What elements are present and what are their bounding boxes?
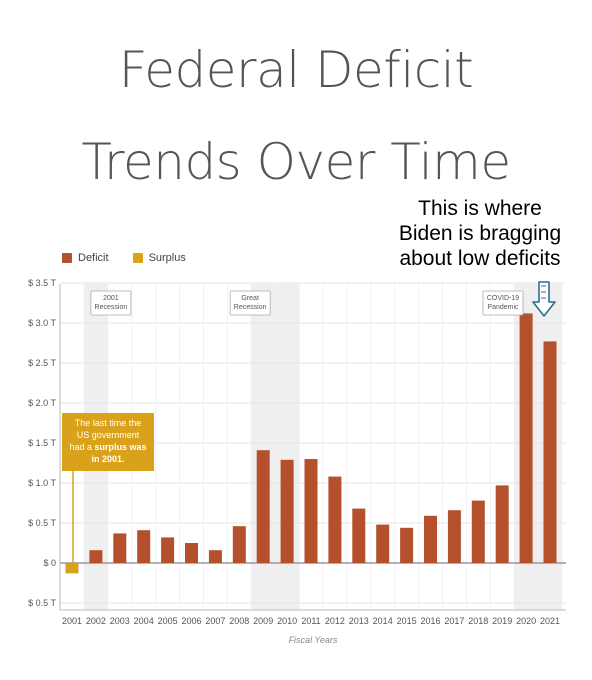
period-label-text: Pandemic bbox=[487, 304, 519, 311]
deficit-bar bbox=[113, 533, 127, 563]
period-label-box bbox=[90, 290, 132, 316]
legend-item-surplus[interactable]: Surplus bbox=[132, 252, 186, 264]
x-tick-label: 2004 bbox=[134, 616, 154, 626]
x-tick-label: 2016 bbox=[420, 616, 440, 626]
deficit-bar bbox=[208, 550, 222, 563]
x-tick-label: 2012 bbox=[325, 616, 345, 626]
deficit-bar bbox=[376, 524, 390, 563]
legend-label-surplus: Surplus bbox=[148, 252, 186, 264]
y-tick-label: $ 3.5 T bbox=[28, 278, 56, 288]
surplus-bar bbox=[65, 563, 79, 574]
period-label-box bbox=[229, 290, 271, 316]
x-tick-label: 2009 bbox=[253, 616, 273, 626]
x-tick-label: 2003 bbox=[110, 616, 130, 626]
chart-title-line-1: Federal Deficit bbox=[118, 41, 474, 99]
x-axis-label: Fiscal Years bbox=[289, 635, 338, 645]
chart-legend: Deficit Surplus bbox=[62, 252, 202, 264]
x-tick-label: 2015 bbox=[397, 616, 417, 626]
surplus-note-line-3-bold: surplus was bbox=[94, 442, 147, 452]
surplus-note-line-3: had a surplus was bbox=[64, 441, 152, 453]
deficit-bar bbox=[280, 459, 294, 563]
annotation-line-3: about low deficits bbox=[399, 247, 561, 270]
legend-swatch-surplus bbox=[132, 253, 143, 263]
deficit-bar bbox=[519, 313, 533, 563]
y-tick-label: $ 2.5 T bbox=[28, 358, 56, 368]
deficit-bar bbox=[328, 476, 342, 563]
y-tick-label: $ 0 bbox=[43, 558, 56, 568]
x-tick-label: 2018 bbox=[468, 616, 488, 626]
y-tick-label: $ 1.5 T bbox=[28, 438, 56, 448]
x-tick-label: 2005 bbox=[158, 616, 178, 626]
period-label-box bbox=[482, 290, 524, 316]
legend-swatch-deficit bbox=[62, 253, 72, 263]
chart-title-line-2: Trends Over Time bbox=[81, 133, 511, 191]
surplus-note-line-4: in 2001. bbox=[64, 453, 152, 465]
deficit-bar bbox=[447, 510, 461, 563]
y-tick-label: $ 0.5 T bbox=[28, 598, 56, 608]
period-label-text: Recession bbox=[234, 304, 267, 311]
x-tick-label: 2007 bbox=[205, 616, 225, 626]
x-tick-label: 2011 bbox=[301, 616, 320, 626]
deficit-bar bbox=[185, 543, 198, 563]
deficit-bar bbox=[137, 530, 151, 563]
period-label-text: COVID-19 bbox=[487, 295, 519, 302]
deficit-bar bbox=[543, 341, 557, 563]
y-tick-label: $ 1.0 T bbox=[28, 478, 56, 488]
x-tick-label: 2017 bbox=[444, 616, 464, 626]
surplus-note-line-4-bold: in 2001. bbox=[91, 454, 125, 464]
surplus-note-line-2: US government bbox=[76, 430, 140, 440]
y-tick-label: $ 2.0 T bbox=[28, 398, 56, 408]
x-tick-label: 2013 bbox=[349, 616, 369, 626]
deficit-bar bbox=[495, 485, 509, 563]
surplus-note-line-1: The last time the bbox=[74, 418, 142, 428]
deficit-bar bbox=[400, 527, 414, 563]
legend-label-deficit: Deficit bbox=[78, 252, 109, 264]
y-tick-label: $ 0.5 T bbox=[28, 518, 56, 528]
y-tick-label: $ 3.0 T bbox=[28, 318, 56, 328]
deficit-bar bbox=[161, 537, 175, 563]
x-tick-label: 2001 bbox=[62, 616, 82, 626]
x-tick-label: 2008 bbox=[229, 616, 249, 626]
x-tick-label: 2006 bbox=[181, 616, 201, 626]
x-tick-label: 2010 bbox=[277, 616, 297, 626]
deficit-bar bbox=[471, 500, 485, 563]
deficit-bar bbox=[232, 526, 246, 563]
annotation-text: This is where Biden is bragging about lo… bbox=[380, 196, 580, 271]
surplus-note-line-3-pre: had a bbox=[69, 442, 95, 452]
deficit-bar bbox=[304, 459, 318, 563]
deficit-bar bbox=[89, 550, 103, 563]
deficit-bar bbox=[424, 515, 437, 563]
annotation-line-1: This is where bbox=[418, 197, 542, 220]
x-tick-label: 2019 bbox=[492, 616, 512, 626]
x-tick-label: 2020 bbox=[516, 616, 536, 626]
deficit-bar bbox=[256, 450, 270, 563]
period-label-text: 2001 bbox=[103, 295, 119, 302]
x-tick-label: 2021 bbox=[540, 616, 560, 626]
legend-item-deficit[interactable]: Deficit bbox=[62, 252, 109, 264]
annotation-arrow-icon bbox=[532, 281, 556, 317]
deficit-bar bbox=[352, 508, 366, 563]
period-label-text: Recession bbox=[95, 304, 128, 311]
annotation-arrow-hatch bbox=[541, 285, 546, 299]
surplus-callout: The last time the US government had a su… bbox=[62, 413, 154, 471]
annotation-line-2: Biden is bragging bbox=[398, 222, 562, 245]
period-label-text: Great bbox=[241, 295, 259, 302]
x-tick-label: 2014 bbox=[373, 616, 393, 626]
x-tick-label: 2002 bbox=[86, 616, 106, 626]
